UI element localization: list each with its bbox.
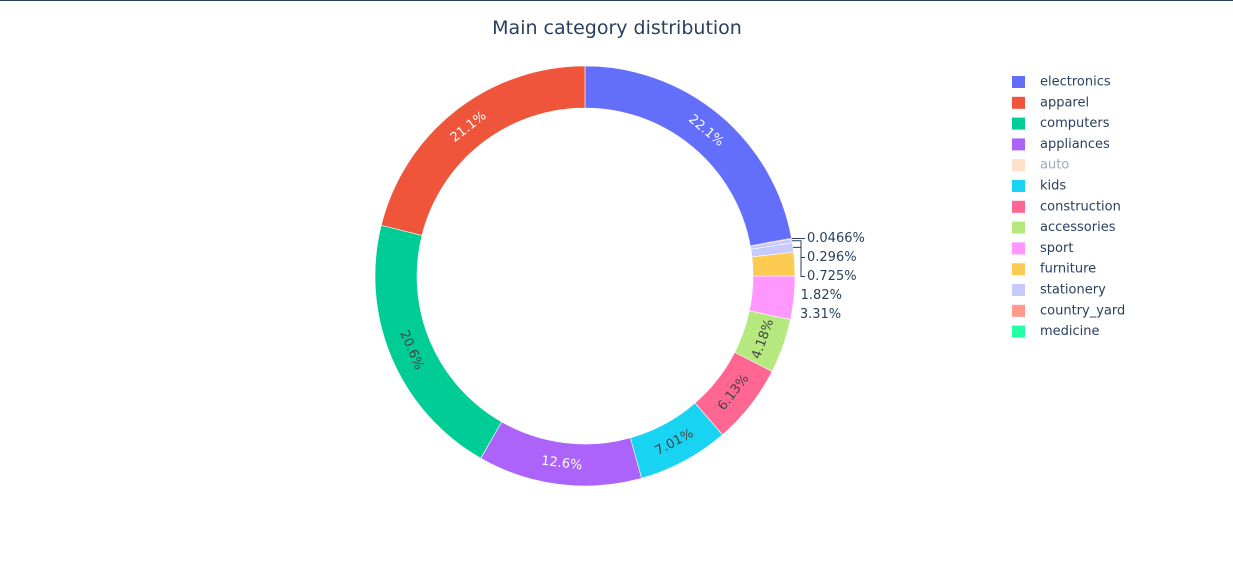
legend-label: sport <box>1040 241 1073 256</box>
legend-item-auto[interactable]: auto <box>1012 158 1069 173</box>
legend-swatch <box>1012 76 1025 88</box>
legend-label: apparel <box>1040 95 1089 110</box>
legend-label: medicine <box>1040 324 1100 339</box>
legend-item-furniture[interactable]: furniture <box>1012 262 1096 277</box>
legend-swatch <box>1012 284 1025 296</box>
legend-label: stationery <box>1040 283 1106 298</box>
legend-swatch <box>1012 159 1025 172</box>
top-border-line <box>0 0 1233 1</box>
legend-swatch <box>1012 96 1025 109</box>
slice-apparel[interactable] <box>380 65 586 236</box>
legend[interactable]: electronics apparel computers appliances aut… <box>1012 75 1125 340</box>
legend-swatch <box>1012 263 1025 276</box>
legend-swatch <box>1012 325 1025 338</box>
legend-label: electronics <box>1040 75 1111 90</box>
legend-label: computers <box>1040 116 1110 131</box>
slice-label-sport: 3.31% <box>800 307 841 322</box>
donut-slices <box>374 65 796 487</box>
legend-item-accessories[interactable]: accessories <box>1012 220 1116 235</box>
legend-item-appliances[interactable]: appliances <box>1012 137 1110 152</box>
legend-swatch <box>1012 180 1025 192</box>
legend-swatch <box>1012 138 1025 151</box>
legend-label: furniture <box>1040 262 1096 277</box>
legend-label: country_yard <box>1040 303 1125 318</box>
slice-label-stationery: 0.725% <box>807 269 857 284</box>
legend-item-medicine[interactable]: medicine <box>1012 324 1100 339</box>
legend-swatch <box>1012 117 1025 130</box>
slice-electronics[interactable] <box>584 65 792 247</box>
legend-label: accessories <box>1040 220 1116 235</box>
chart-title: Main category distribution <box>492 17 742 39</box>
slice-computers[interactable] <box>374 224 503 459</box>
legend-item-electronics[interactable]: electronics <box>1012 75 1111 90</box>
legend-item-computers[interactable]: computers <box>1012 116 1110 131</box>
legend-swatch <box>1012 200 1025 213</box>
legend-item-stationery[interactable]: stationery <box>1012 283 1106 298</box>
slice-label-country-yard: 0.0466% <box>807 231 865 246</box>
legend-label: auto <box>1040 158 1069 173</box>
legend-item-sport[interactable]: sport <box>1012 241 1073 256</box>
legend-item-apparel[interactable]: apparel <box>1012 95 1089 110</box>
slice-appliances[interactable] <box>480 421 642 487</box>
legend-label: construction <box>1040 199 1121 214</box>
slice-label-stationery: 0.296% <box>807 250 857 265</box>
legend-swatch <box>1012 304 1025 317</box>
legend-item-country-yard[interactable]: country_yard <box>1012 303 1125 318</box>
legend-item-construction[interactable]: construction <box>1012 199 1121 214</box>
legend-label: appliances <box>1040 137 1110 152</box>
legend-swatch <box>1012 221 1025 234</box>
slice-label-appliances: 12.6% <box>540 454 583 474</box>
legend-item-kids[interactable]: kids <box>1012 179 1066 194</box>
slice-label-furniture: 1.82% <box>801 288 842 303</box>
legend-swatch <box>1012 242 1025 255</box>
leader-line-stationery <box>793 246 805 277</box>
legend-label: kids <box>1040 179 1066 194</box>
